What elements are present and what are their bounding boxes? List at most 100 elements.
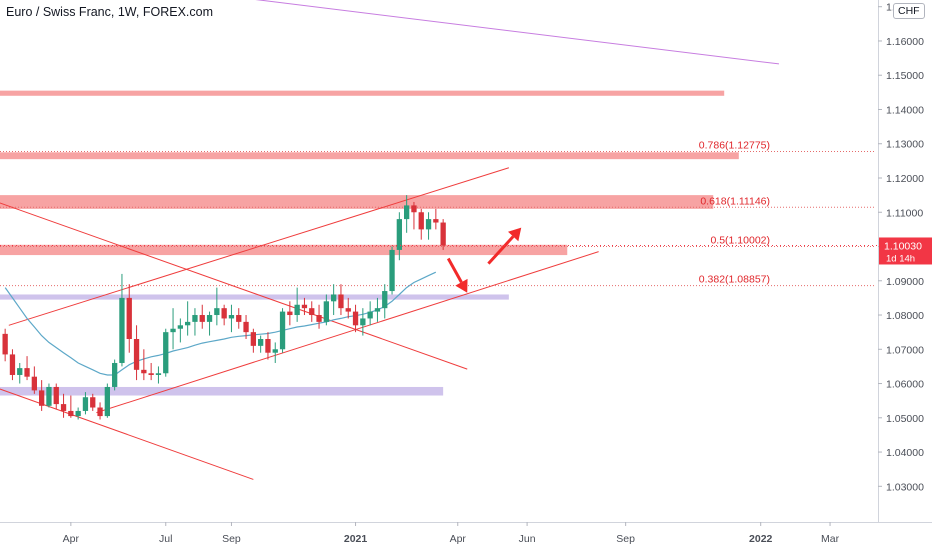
candle-body (404, 205, 410, 220)
candle-bullish (185, 301, 191, 336)
candle-body (192, 315, 198, 322)
current-price-label: 1.10030 (884, 240, 922, 252)
candle-bearish (243, 315, 249, 340)
candle-body (331, 294, 337, 302)
candle-body (90, 397, 96, 408)
time-tick-label: Apr (63, 533, 80, 545)
candle-bullish (374, 297, 381, 322)
candle-bullish (170, 308, 176, 350)
price-tick-label: 1.12000 (886, 173, 924, 185)
trendline (255, 0, 780, 65)
candle-bullish (389, 246, 395, 295)
candle-bearish (141, 349, 147, 381)
candle-bullish (214, 287, 220, 326)
trendlines (0, 0, 780, 480)
current-price-tag (879, 237, 932, 265)
ma-line (4, 271, 437, 376)
candle-bullish (192, 308, 198, 336)
price-tick-label: 1.13000 (886, 139, 924, 151)
price-tick-label: 1.14000 (886, 104, 924, 116)
candle-body (199, 315, 205, 322)
trendline (96, 251, 599, 414)
candle-bearish (90, 393, 96, 411)
candle-body (301, 304, 308, 309)
candle-body (294, 304, 300, 316)
candle-bearish (126, 284, 132, 353)
time-axis[interactable]: Apr Jul Sep 2021 Apr Jun Sep 2022 Mar (0, 522, 932, 545)
candle-body (360, 318, 366, 326)
candle-body (323, 301, 329, 322)
candle-body (382, 291, 388, 309)
candle-bullish (177, 318, 183, 343)
candle-body (82, 397, 89, 411)
zone-band (0, 294, 509, 300)
support-resistance-zones (0, 90, 739, 396)
time-tick-label: 2022 (749, 533, 773, 545)
candle-body (433, 219, 439, 223)
fib-label: 0.786(1.12775) (699, 139, 770, 151)
trendline (0, 388, 254, 480)
zone-band (0, 152, 739, 160)
candle-bearish (97, 402, 103, 420)
candle-body (39, 390, 45, 406)
zone-band (0, 195, 714, 209)
candle-bearish (199, 304, 205, 329)
candle-body (119, 297, 125, 363)
candle-bullish (331, 284, 337, 316)
candle-body (133, 339, 140, 370)
price-tick-label: 1.07000 (886, 344, 924, 356)
candlesticks (2, 195, 446, 420)
fib-label: 0.5(1.10002) (710, 234, 770, 246)
candle-bearish (440, 219, 446, 250)
candle-body (221, 308, 227, 319)
price-tick-label: 1.08000 (886, 310, 924, 322)
candle-bullish (104, 383, 110, 418)
candle-body (9, 354, 16, 375)
trendline (8, 167, 510, 326)
candle-bearish (60, 393, 67, 418)
arrow-shaft (446, 257, 463, 283)
zone-band (0, 244, 568, 256)
candle-bearish (316, 304, 322, 329)
candle-bullish (272, 342, 278, 363)
candle-bearish (345, 297, 351, 319)
candle-bearish (53, 383, 59, 410)
candle-bullish (228, 304, 235, 333)
candle-body (309, 308, 315, 316)
candle-bearish (133, 325, 140, 381)
candle-body (177, 325, 183, 329)
time-tick-label: Sep (616, 533, 635, 545)
candle-body (31, 376, 37, 391)
time-tick-label: Apr (450, 533, 467, 545)
candle-body (287, 311, 293, 316)
candle-body (345, 308, 351, 312)
candle-body (352, 311, 359, 326)
candle-body (250, 332, 256, 346)
candle-body (338, 294, 344, 309)
candle-bearish (39, 380, 45, 411)
candle-body (60, 404, 67, 411)
candle-body (425, 219, 432, 230)
candle-bearish (250, 328, 256, 353)
candle-bearish (236, 308, 242, 329)
candle-bullish (112, 359, 118, 391)
price-tick-label: 1.06000 (886, 379, 924, 391)
candle-body (24, 368, 30, 377)
candle-bullish (75, 407, 81, 420)
candle-body (367, 311, 373, 319)
candle-bearish (309, 301, 315, 322)
candle-bullish (206, 311, 213, 336)
arrow-head (455, 278, 468, 293)
candle-bearish (433, 208, 439, 230)
currency-button[interactable]: CHF (893, 3, 925, 19)
candle-body (126, 297, 132, 340)
price-tick-label: 1.15000 (886, 70, 924, 82)
candle-bullish (163, 328, 169, 377)
candle-bullish (360, 308, 366, 336)
time-tick-label: 2021 (344, 533, 368, 545)
candle-body (265, 339, 271, 353)
fib-label: 0.382(1.08857) (699, 274, 770, 286)
